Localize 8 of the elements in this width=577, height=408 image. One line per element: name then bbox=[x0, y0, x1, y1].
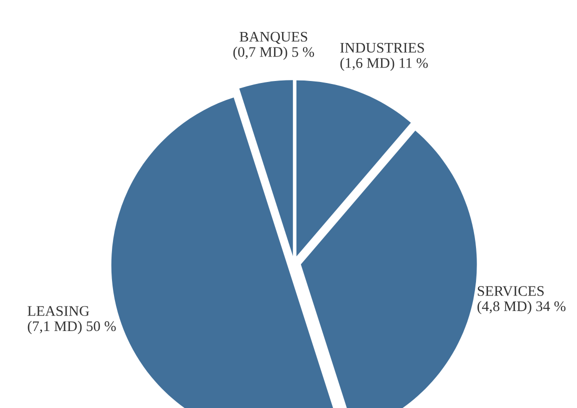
data-label: (0,7 MD) 5 % bbox=[233, 46, 314, 60]
slice-label: BANQUES bbox=[240, 32, 308, 44]
data-label: (4,8 MD) 34 % bbox=[478, 300, 566, 314]
slice-label: SERVICES bbox=[478, 286, 544, 296]
data-label: (7,1 MD) 50 % bbox=[28, 320, 116, 334]
slice-label: LEASING bbox=[28, 306, 90, 316]
data-label: (1,6 MD) 11 % bbox=[340, 58, 428, 71]
slice-label: INDUSTRIES bbox=[340, 42, 424, 53]
